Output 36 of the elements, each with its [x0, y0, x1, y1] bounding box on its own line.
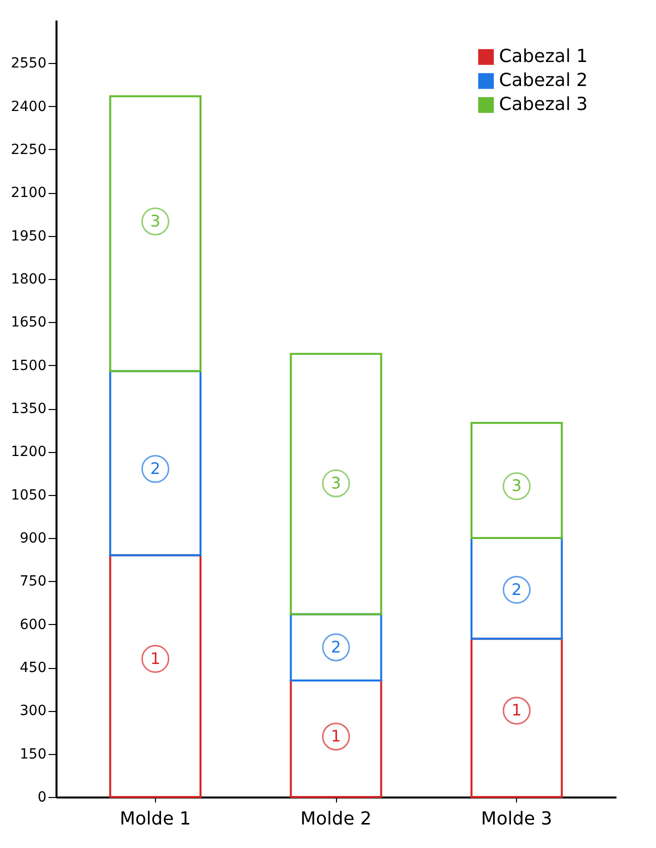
x-tick-label: Molde 1 [120, 808, 191, 830]
y-tick-label: 750 [20, 574, 46, 590]
y-tick-label: 0 [38, 790, 46, 806]
y-tick-label: 1350 [10, 401, 46, 417]
y-tick-label: 2250 [10, 142, 46, 158]
annotation: 3 [330, 473, 342, 492]
annotation: 3 [150, 211, 160, 230]
y-tick-label: 2100 [10, 185, 46, 202]
y-tick-label: 1650 [10, 314, 46, 331]
annotation: 2 [330, 637, 342, 656]
annotation: 1 [150, 648, 160, 668]
y-tick-label: 2550 [10, 56, 46, 72]
bar [109, 95, 202, 372]
y-tick-label: 1200 [10, 444, 46, 460]
y-tick-label: 1500 [10, 358, 46, 374]
x-tick-label: Molde 3 [481, 808, 552, 830]
y-tick-label: 600 [20, 616, 46, 633]
annotation: 1 [330, 726, 342, 746]
y-tick-label: 1950 [10, 228, 46, 244]
y-tick-label: 300 [20, 703, 46, 720]
bar [290, 352, 382, 616]
y-tick-label: 2400 [10, 98, 46, 115]
annotation: 3 [512, 476, 522, 496]
annotation: 2 [150, 458, 160, 478]
legend-label: Cabezal 3 [499, 94, 588, 115]
y-tick-label: 1050 [10, 487, 46, 504]
y-tick-label: 1800 [10, 272, 46, 288]
bar [470, 422, 563, 539]
legend-label: Cabezal 2 [499, 70, 588, 91]
annotation: 1 [512, 700, 522, 720]
y-tick-label: 450 [20, 660, 46, 676]
y-tick-label: 900 [20, 530, 46, 546]
legend-label: Cabezal 1 [499, 46, 588, 67]
x-tick-label: Molde 2 [300, 808, 372, 830]
y-tick-label: 150 [20, 746, 46, 762]
annotation: 2 [512, 580, 522, 599]
